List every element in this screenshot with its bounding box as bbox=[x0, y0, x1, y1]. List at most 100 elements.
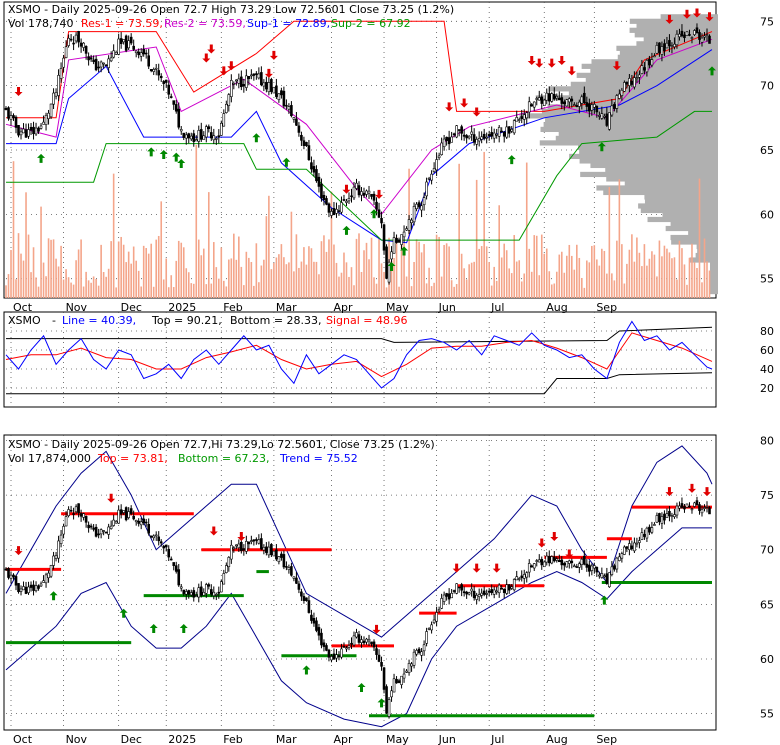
candle-body-price bbox=[370, 193, 373, 197]
candle-body-trend bbox=[648, 526, 651, 533]
trend-down-arrow bbox=[209, 526, 218, 536]
x-tick-label: Jun bbox=[438, 733, 456, 745]
volume-bar bbox=[555, 271, 558, 298]
x-tick-label: Feb bbox=[223, 301, 242, 314]
candle-body-trend bbox=[623, 546, 626, 555]
candle-body-price bbox=[84, 46, 88, 54]
candle-body-price bbox=[19, 131, 23, 136]
x-tick-label: Jul bbox=[490, 733, 504, 745]
volume-bar bbox=[550, 284, 553, 298]
volume-bar bbox=[305, 264, 308, 298]
candle-body-trend bbox=[395, 679, 398, 684]
volume-bar bbox=[47, 238, 50, 298]
candle-body-price bbox=[482, 133, 486, 139]
candle-body-trend bbox=[300, 591, 303, 597]
volume-bar bbox=[197, 239, 200, 298]
candle-body-price bbox=[437, 155, 441, 159]
volume-bar bbox=[563, 272, 566, 298]
trend-panel-title: XSMO - Daily 2025-09-26 Open 72.7,Hi 73.… bbox=[8, 438, 435, 451]
volume-bar bbox=[293, 271, 295, 298]
candle-body-trend bbox=[282, 554, 286, 568]
candle-body-trend bbox=[375, 648, 378, 655]
candle-body-trend bbox=[397, 680, 401, 683]
candle-body-trend bbox=[530, 565, 534, 568]
candle-body-trend bbox=[615, 557, 619, 570]
candle-body-trend bbox=[367, 638, 371, 642]
candle-body-trend bbox=[610, 566, 614, 575]
candle-body-trend bbox=[307, 600, 311, 613]
volume-bar bbox=[350, 267, 353, 298]
volume-bar bbox=[518, 260, 521, 298]
volume-bar bbox=[325, 251, 328, 298]
candle-body-price bbox=[562, 101, 566, 105]
volume-bar bbox=[666, 248, 668, 298]
candle-body-price bbox=[72, 42, 75, 45]
candle-body-trend bbox=[189, 592, 193, 596]
volume-bar bbox=[238, 236, 240, 298]
volume-bar bbox=[315, 261, 318, 298]
candle-body-trend bbox=[635, 542, 639, 545]
candle-body-price bbox=[192, 133, 196, 142]
volume-bar bbox=[70, 282, 72, 298]
trend-panel-trend: Trend = 75.52 bbox=[279, 452, 358, 465]
volume-bar bbox=[22, 260, 25, 298]
candle-body-price bbox=[400, 234, 403, 245]
candle-body-trend bbox=[147, 524, 151, 534]
candle-body-price bbox=[475, 139, 478, 145]
volume-profile-bar bbox=[671, 239, 718, 245]
candle-body-price bbox=[608, 112, 611, 130]
candle-body-price bbox=[94, 58, 98, 71]
volume-bar bbox=[433, 282, 435, 298]
osc-signal-label: Signal = 48.96 bbox=[326, 314, 408, 327]
candle-body-price bbox=[653, 55, 656, 58]
candle-body-trend bbox=[510, 586, 514, 589]
volume-profile-bar bbox=[665, 225, 718, 232]
volume-bar bbox=[280, 244, 283, 298]
volume-bar bbox=[658, 240, 661, 298]
candle-body-trend bbox=[555, 558, 559, 561]
y-tick-label: 70 bbox=[760, 544, 774, 557]
candle-body-price bbox=[102, 62, 105, 65]
volume-bar bbox=[480, 246, 483, 298]
trend-down-arrow bbox=[237, 531, 246, 541]
y-tick-label: 65 bbox=[760, 144, 774, 157]
candle-body-trend bbox=[425, 631, 428, 644]
candle-body-trend bbox=[700, 509, 704, 514]
volume-bar bbox=[75, 260, 77, 298]
candle-body-trend bbox=[655, 515, 659, 523]
x-tick-label: 2025 bbox=[168, 301, 196, 314]
volume-bar bbox=[20, 253, 22, 298]
candle-body-price bbox=[277, 93, 281, 100]
candle-body-price bbox=[282, 90, 286, 107]
candle-body-price bbox=[317, 176, 321, 187]
candle-body-price bbox=[154, 67, 158, 70]
volume-bar bbox=[278, 254, 280, 298]
volume-profile-bar bbox=[710, 270, 718, 277]
candle-body-trend bbox=[505, 584, 509, 594]
price-down-arrow bbox=[207, 44, 216, 54]
candle-body-price bbox=[335, 208, 338, 214]
volume-bar bbox=[82, 286, 85, 298]
volume-bar bbox=[661, 256, 663, 298]
volume-bar bbox=[245, 251, 248, 298]
candle-body-trend bbox=[12, 574, 15, 578]
volume-bar bbox=[120, 236, 122, 298]
candle-body-trend bbox=[164, 544, 168, 548]
volume-profile-bar bbox=[710, 275, 718, 281]
price-up-arrow bbox=[172, 152, 181, 162]
volume-bar bbox=[358, 233, 360, 298]
volume-bar bbox=[85, 271, 87, 298]
volume-profile-bar bbox=[619, 50, 718, 56]
candle-body-price bbox=[204, 126, 208, 138]
axis-labels: Oct Oct Nov Nov Dec Dec 2025 2025 Feb Feb Mar Mar Ap… bbox=[13, 15, 774, 745]
volume-bar bbox=[565, 255, 568, 298]
volume-bar bbox=[616, 240, 618, 298]
candle-body-trend bbox=[122, 510, 125, 513]
candle-body-trend bbox=[139, 521, 143, 526]
price-up-arrow bbox=[37, 153, 46, 163]
candle-body-trend bbox=[127, 511, 130, 518]
candle-body-trend bbox=[360, 639, 363, 643]
volume-bar bbox=[15, 279, 17, 298]
volume-bar bbox=[628, 249, 631, 298]
volume-bar bbox=[348, 276, 350, 298]
